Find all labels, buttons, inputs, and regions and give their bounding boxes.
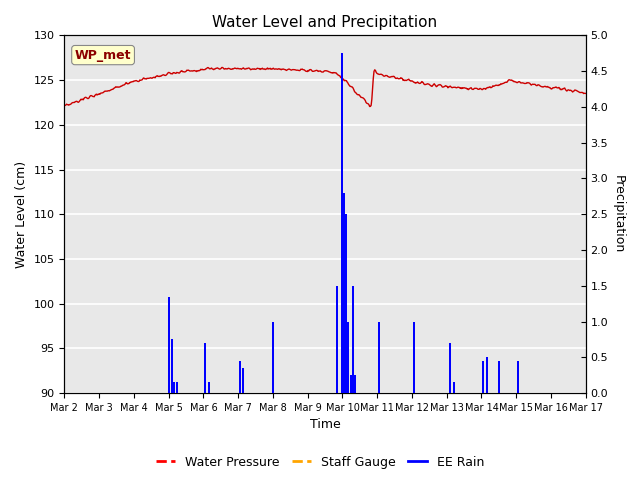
Bar (354, 375, 356, 393)
Bar (171, 339, 173, 393)
Bar (452, 383, 454, 393)
Bar (243, 368, 244, 393)
Bar (204, 343, 206, 393)
Bar (498, 361, 500, 393)
Y-axis label: Water Level (cm): Water Level (cm) (15, 161, 28, 268)
Bar (272, 322, 274, 393)
Bar (177, 383, 179, 393)
Bar (207, 383, 209, 393)
Bar (413, 322, 415, 393)
Bar (239, 361, 241, 393)
Bar (483, 361, 484, 393)
Bar (347, 322, 349, 393)
Bar (173, 383, 175, 393)
Bar (345, 214, 347, 393)
X-axis label: Time: Time (310, 419, 340, 432)
Bar (343, 193, 345, 393)
Text: WP_met: WP_met (75, 48, 131, 61)
Bar (486, 357, 488, 393)
Y-axis label: Precipitation: Precipitation (612, 175, 625, 253)
Title: Water Level and Precipitation: Water Level and Precipitation (212, 15, 438, 30)
Bar (378, 322, 380, 393)
Bar (336, 286, 338, 393)
Bar (342, 53, 344, 393)
Bar (449, 343, 451, 393)
Bar (350, 375, 352, 393)
Bar (168, 297, 170, 393)
Bar (517, 361, 519, 393)
Legend: Water Pressure, Staff Gauge, EE Rain: Water Pressure, Staff Gauge, EE Rain (151, 451, 489, 474)
Bar (352, 286, 354, 393)
